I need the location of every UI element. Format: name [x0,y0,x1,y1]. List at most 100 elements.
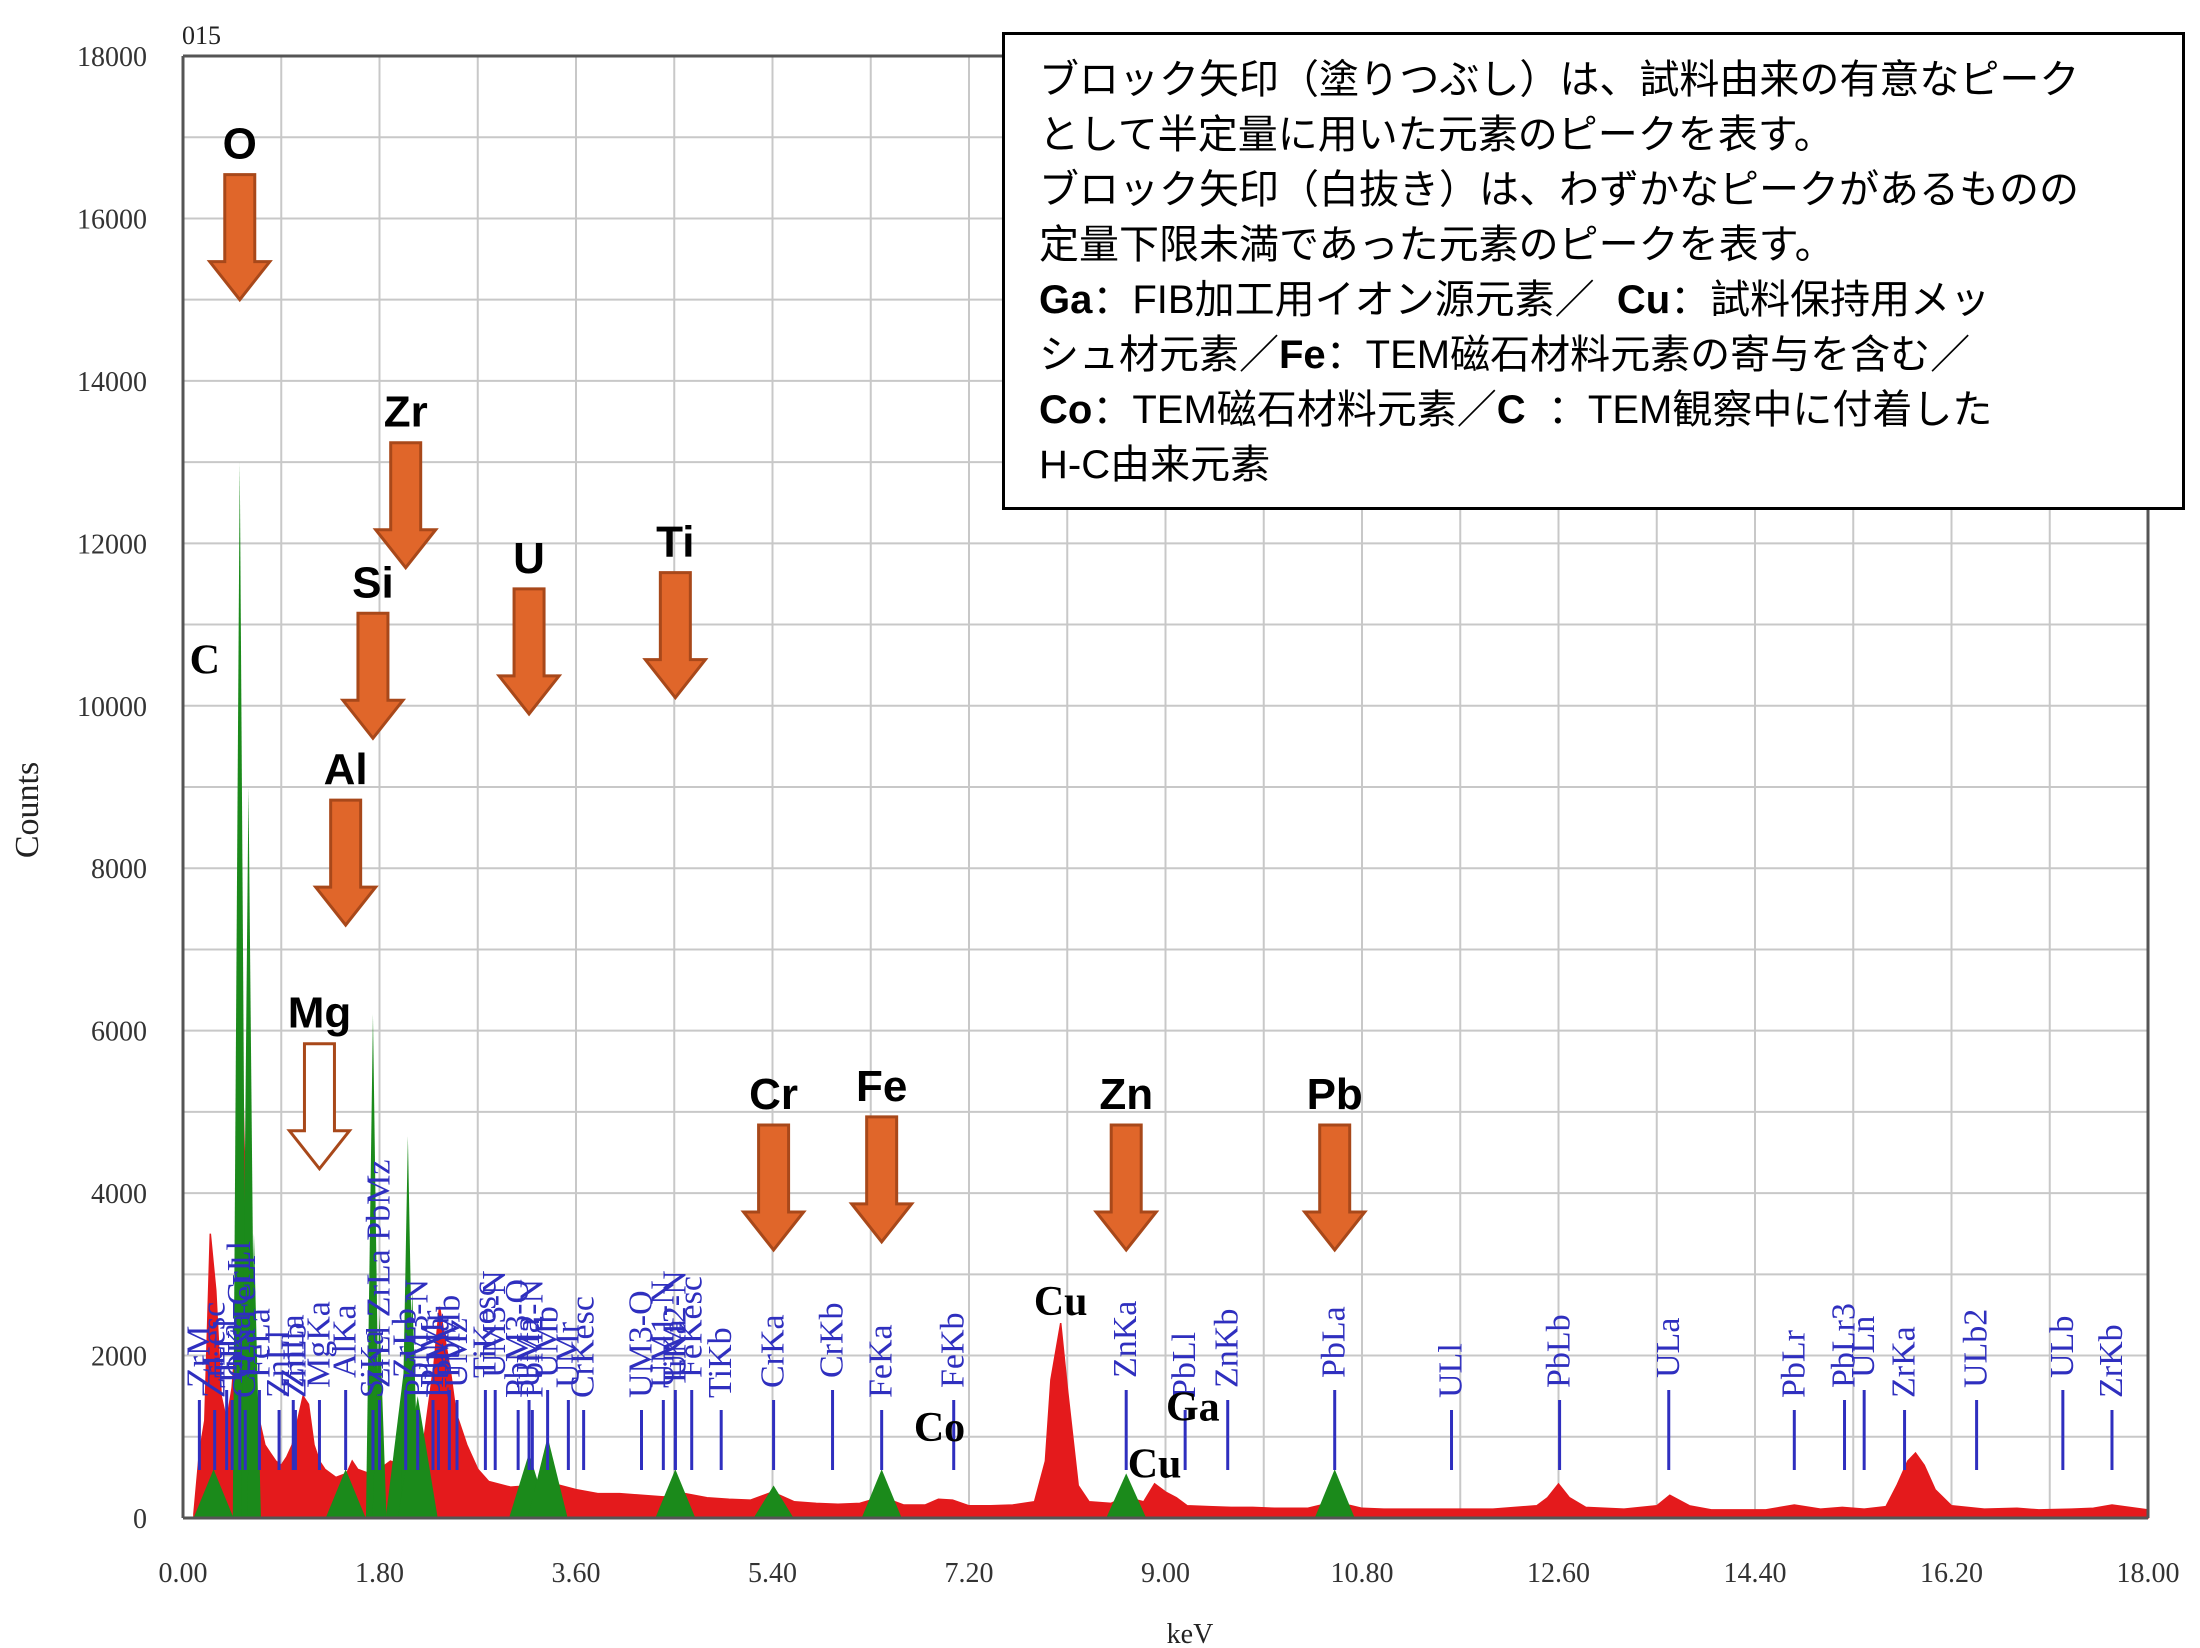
note-fe-text: ：TEM磁石材料元素の寄与を含む／ [1325,333,1971,377]
note-co-label: Co [1039,388,1093,432]
quantified-peak [753,1485,794,1518]
y-tick-label: 14000 [77,367,147,398]
y-tick-label: 16000 [77,204,147,235]
peak-label: ULb2 [1958,1309,1995,1388]
element-arrow-zn [1093,1123,1160,1253]
peak-label: FeKb [935,1312,972,1388]
element-arrow-label: Zn [1099,1070,1153,1119]
peak-label: TiKb [702,1327,739,1398]
element-arrow-label: Ti [656,518,694,567]
peak-label: UMb [529,1306,566,1378]
quantified-peak [193,1469,234,1518]
peak-label: PbM2-N [513,1279,550,1398]
quantified-peak [527,1436,568,1518]
peak-label: CrKesc [565,1296,602,1398]
x-tick-label: 16.20 [1920,1558,1983,1589]
x-axis-label: keV [1167,1619,1214,1648]
y-tick-label: 0 [133,1504,147,1535]
peak-label: UMz [438,1318,475,1388]
x-tick-label: 3.60 [552,1558,601,1589]
y-tick-label: 12000 [77,529,147,560]
peak-label: TiKesc [466,1281,503,1378]
y-tick-label: 10000 [77,692,147,723]
quantified-peak [365,1014,380,1518]
note-line6: シュ材元素／ [1039,333,1279,377]
quantified-peak [861,1469,902,1518]
peak-label: PbMb [430,1295,467,1378]
element-arrow-label: O [223,120,257,169]
quantified-peak [1106,1473,1147,1518]
x-tick-label: 10.80 [1331,1558,1394,1589]
element-arrow-si [339,611,407,741]
note-cu-label: Cu [1616,278,1671,322]
x-tick-label: 14.40 [1724,1558,1787,1589]
peak-label: PbLr3 [1826,1303,1863,1388]
peak-label: MgKa [300,1301,337,1388]
note-line-fe: シュ材元素／Fe：TEM磁石材料元素の寄与を含む／ [1039,328,2154,383]
x-tick-label: 0.00 [159,1558,208,1589]
quantified-peak [655,1469,696,1518]
quantified-peak [232,462,247,1519]
element-arrow-label: Fe [856,1062,907,1111]
peak-label: ULn [1845,1316,1882,1378]
y-tick-label: 6000 [91,1017,147,1048]
peak-label: ZnLl [260,1330,297,1398]
peak-label: OKa CrLl [221,1241,258,1378]
note-ga-text: ：FIB加工用イオン源元素／ [1092,278,1595,322]
peak-label: FeKesc [673,1276,710,1378]
peak-label: PbMr [414,1310,451,1388]
peak-label: SiKa [354,1330,391,1398]
peak-label: PbLb [1541,1314,1578,1388]
note-ga-label: Ga [1039,278,1093,322]
element-arrow-cr [740,1123,807,1253]
note-line: ブロック矢印（白抜き）は、わずかなピークがあるものの [1039,168,2079,212]
element-label-c: C [190,637,220,683]
peak-label: PbM3-N [399,1279,436,1398]
y-tick-label: 4000 [91,1179,147,1210]
peak-label: TiLl [208,1319,245,1378]
peak-label: FeLa [240,1308,277,1378]
peak-label: AlKa [327,1304,364,1378]
peak-label: CrKb [814,1302,851,1378]
peak-label: UM3-O [623,1290,660,1398]
peak-label: PbMa [419,1317,456,1398]
legend-note-box: ブロック矢印（塗りつぶし）は、試料由来の有意なピーク として半定量に用いた元素の… [1002,32,2185,510]
peak-label: PbLr [1775,1329,1812,1398]
quantified-peak [325,1469,366,1518]
peak-label: ZrM [180,1326,217,1388]
peak-label: TiKa [656,1319,693,1388]
element-arrow-u [495,587,563,717]
element-arrow-label: Si [352,558,394,607]
peak-label: PbLa [1316,1306,1353,1378]
peak-label: CrKa [755,1314,792,1388]
element-label-cu: Cu [1034,1279,1088,1325]
x-tick-label: 18.00 [2117,1558,2180,1589]
peak-label: CrLa FeLl [226,1255,263,1398]
peak-label: ULb [2044,1316,2081,1378]
tick-labels: 0.00 1.80 3.60 5.40 7.20 9.00 10.80 12.60 14.40 1… [77,42,2180,1589]
x-tick-label: 12.60 [1527,1558,1590,1589]
note-line: として半定量に用いた元素のピークを表す。 [1039,113,1834,157]
x-tick-label: 7.20 [945,1558,994,1589]
element-arrow-label: U [513,534,545,583]
element-arrow-mg [286,1042,353,1172]
element-arrow-o [206,173,273,303]
peak-label: UM3-N [476,1270,513,1378]
x-tick-label: 1.80 [355,1558,404,1589]
y-tick-label: 18000 [77,42,147,73]
peak-label: ZrKa [1886,1326,1923,1398]
note-fe-label: Fe [1279,333,1326,377]
x-tick-label: 5.40 [748,1558,797,1589]
element-arrow-label: Cr [749,1070,798,1119]
element-arrow-label: Mg [288,989,352,1038]
peak-label: UM1-N [644,1280,681,1388]
note-c-text: ：TEM観察中に付着した [1547,388,1993,432]
peak-label: ZrLl ZrLa PbMz [361,1160,398,1389]
peak-label: ULa [1650,1318,1687,1378]
y-tick-label: 2000 [91,1342,147,1373]
quantified-peak [1314,1469,1355,1518]
y-axis-label: Counts [9,762,46,858]
element-label-co: Co [914,1405,965,1451]
corner-label: 015 [182,21,221,50]
